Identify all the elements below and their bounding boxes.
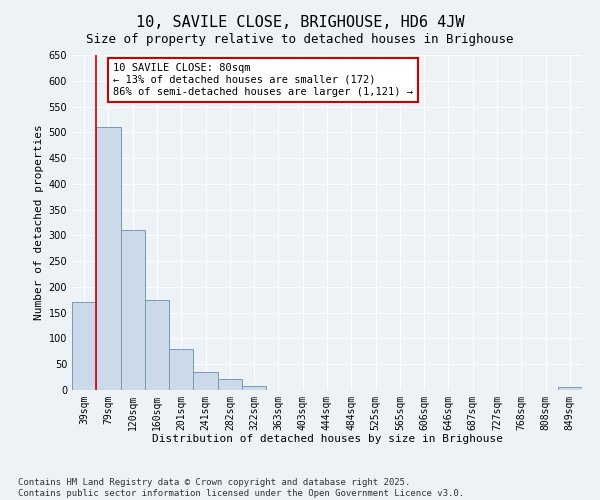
Bar [558,388,582,390]
Bar [193,372,218,390]
Bar [72,302,96,390]
Bar [169,349,193,390]
Bar [145,300,169,390]
Bar [242,386,266,390]
Text: Size of property relative to detached houses in Brighouse: Size of property relative to detached ho… [86,32,514,46]
Text: 10, SAVILE CLOSE, BRIGHOUSE, HD6 4JW: 10, SAVILE CLOSE, BRIGHOUSE, HD6 4JW [136,15,464,30]
X-axis label: Distribution of detached houses by size in Brighouse: Distribution of detached houses by size … [151,434,503,444]
Bar [218,378,242,390]
Bar [121,230,145,390]
Text: Contains HM Land Registry data © Crown copyright and database right 2025.
Contai: Contains HM Land Registry data © Crown c… [18,478,464,498]
Bar [96,127,121,390]
Y-axis label: Number of detached properties: Number of detached properties [34,124,44,320]
Text: 10 SAVILE CLOSE: 80sqm
← 13% of detached houses are smaller (172)
86% of semi-de: 10 SAVILE CLOSE: 80sqm ← 13% of detached… [113,64,413,96]
